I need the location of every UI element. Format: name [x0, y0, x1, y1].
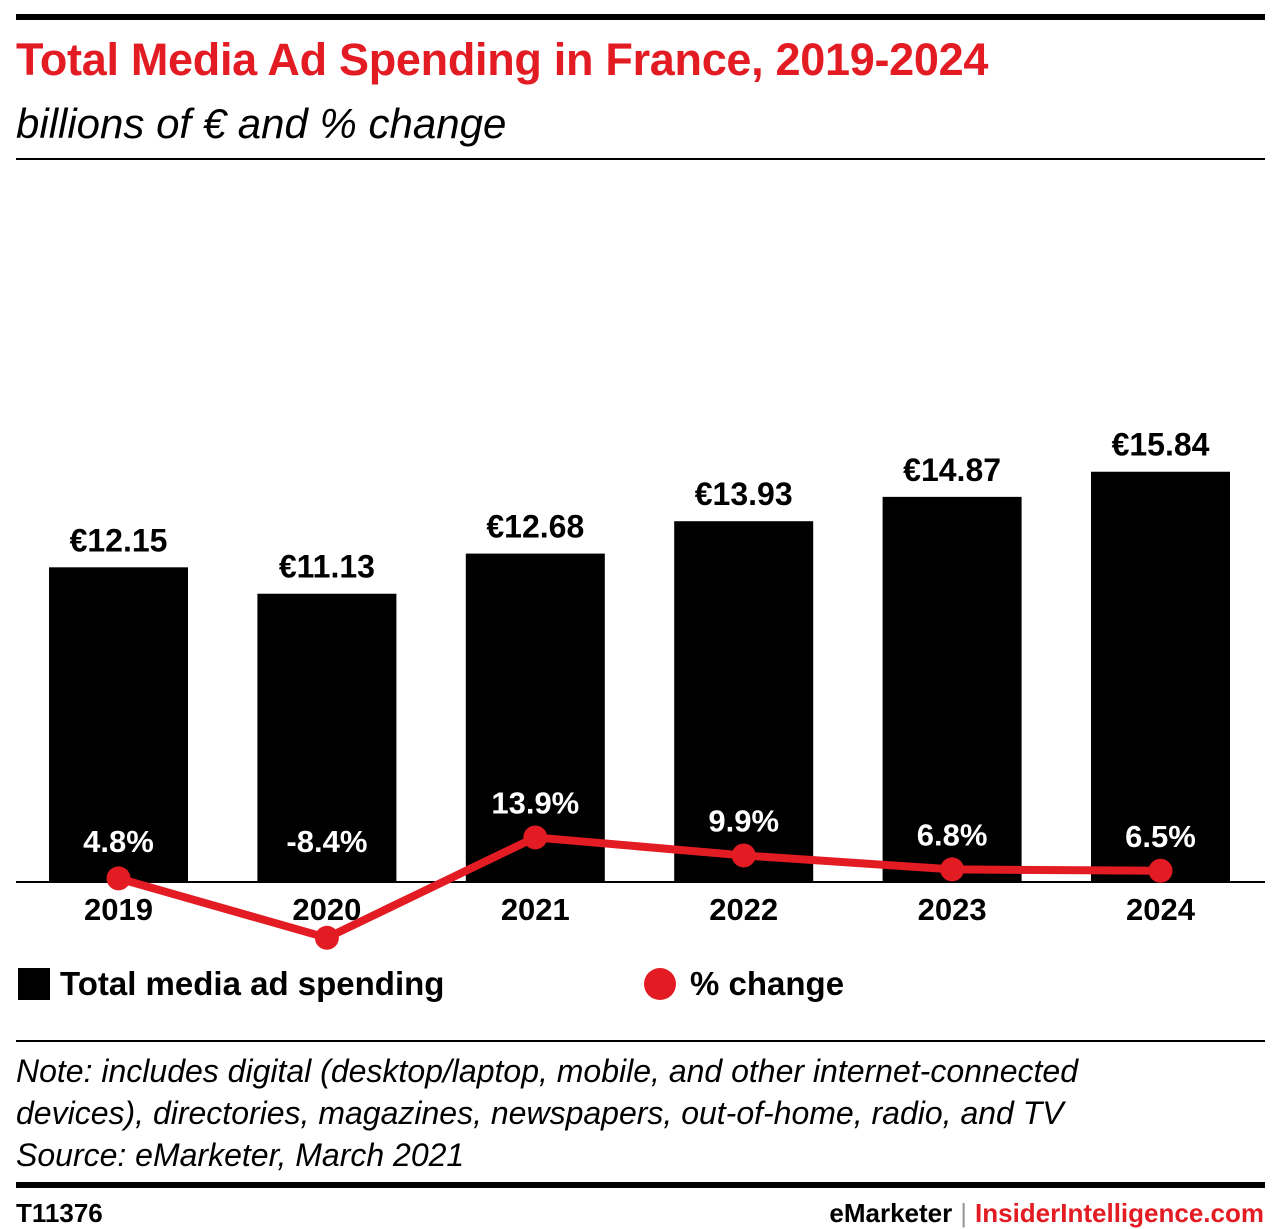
pct-change-point-2020 [314, 925, 339, 950]
chart-subtitle: billions of € and % change [16, 100, 507, 147]
pct-change-label-2022: 9.9% [708, 803, 779, 838]
legend-line-label: % change [690, 965, 845, 1002]
pct-change-point-2023 [940, 857, 965, 882]
bar-2020 [257, 593, 397, 882]
top-rule [16, 14, 1265, 20]
bar-value-label-2019: €12.15 [70, 522, 168, 558]
combo-chart: €12.15 €11.13 €12.68 €13.93 €14.87 €15.84 2019… [16, 427, 1265, 950]
x-tick-label-2021: 2021 [501, 892, 570, 927]
pct-change-point-2021 [523, 825, 548, 850]
bar-2022 [674, 521, 814, 882]
bar-swatch [18, 968, 50, 1000]
bar-2024 [1091, 471, 1230, 882]
legend-bar: Total media ad spending [18, 962, 444, 1006]
bar-value-label-2022: €13.93 [695, 476, 793, 512]
pct-change-point-2024 [1148, 858, 1173, 883]
pct-change-point-2019 [106, 866, 131, 891]
footer-rule [16, 1182, 1265, 1188]
pct-change-label-2024: 6.5% [1125, 819, 1196, 854]
brand-insider-intelligence: InsiderIntelligence.com [975, 1198, 1264, 1228]
pct-change-label-2020: -8.4% [286, 824, 367, 859]
bar-value-label-2020: €11.13 [279, 549, 375, 585]
legend-line: % change [644, 962, 844, 1006]
brand-emarketer: eMarketer [829, 1198, 953, 1228]
note-line-2: devices), directories, magazines, newspa… [16, 1095, 1064, 1131]
chart-title: Total Media Ad Spending in France, 2019-… [16, 34, 989, 85]
bar-value-label-2021: €12.68 [486, 509, 584, 545]
source-line: Source: eMarketer, March 2021 [16, 1137, 465, 1173]
chart-notes: Note: includes digital (desktop/laptop, … [16, 1050, 1078, 1176]
line-swatch [644, 968, 676, 1000]
notes-divider [16, 1040, 1265, 1042]
bar-value-label-2023: €14.87 [903, 452, 1001, 488]
pct-change-point-2022 [731, 843, 756, 868]
note-line-1: Note: includes digital (desktop/laptop, … [16, 1053, 1078, 1089]
footer-brand: eMarketer | InsiderIntelligence.com [829, 1198, 1264, 1229]
x-tick-label-2024: 2024 [1126, 892, 1196, 927]
bar-2019 [49, 567, 188, 882]
pct-change-label-2021: 13.9% [491, 785, 579, 820]
legend-bar-label: Total media ad spending [60, 965, 445, 1002]
chart-id: T11376 [16, 1198, 103, 1228]
bar-value-label-2024: €15.84 [1112, 427, 1210, 463]
x-tick-label-2020: 2020 [292, 892, 361, 927]
header-divider [16, 158, 1265, 160]
pct-change-label-2019: 4.8% [83, 824, 154, 859]
pct-change-line [117, 833, 1161, 942]
bar-2023 [882, 496, 1022, 882]
pct-change-label-2023: 6.8% [917, 817, 988, 852]
x-tick-label-2019: 2019 [84, 892, 153, 927]
x-tick-label-2023: 2023 [918, 892, 987, 927]
brand-separator: | [960, 1198, 968, 1228]
x-tick-label-2022: 2022 [709, 892, 778, 927]
